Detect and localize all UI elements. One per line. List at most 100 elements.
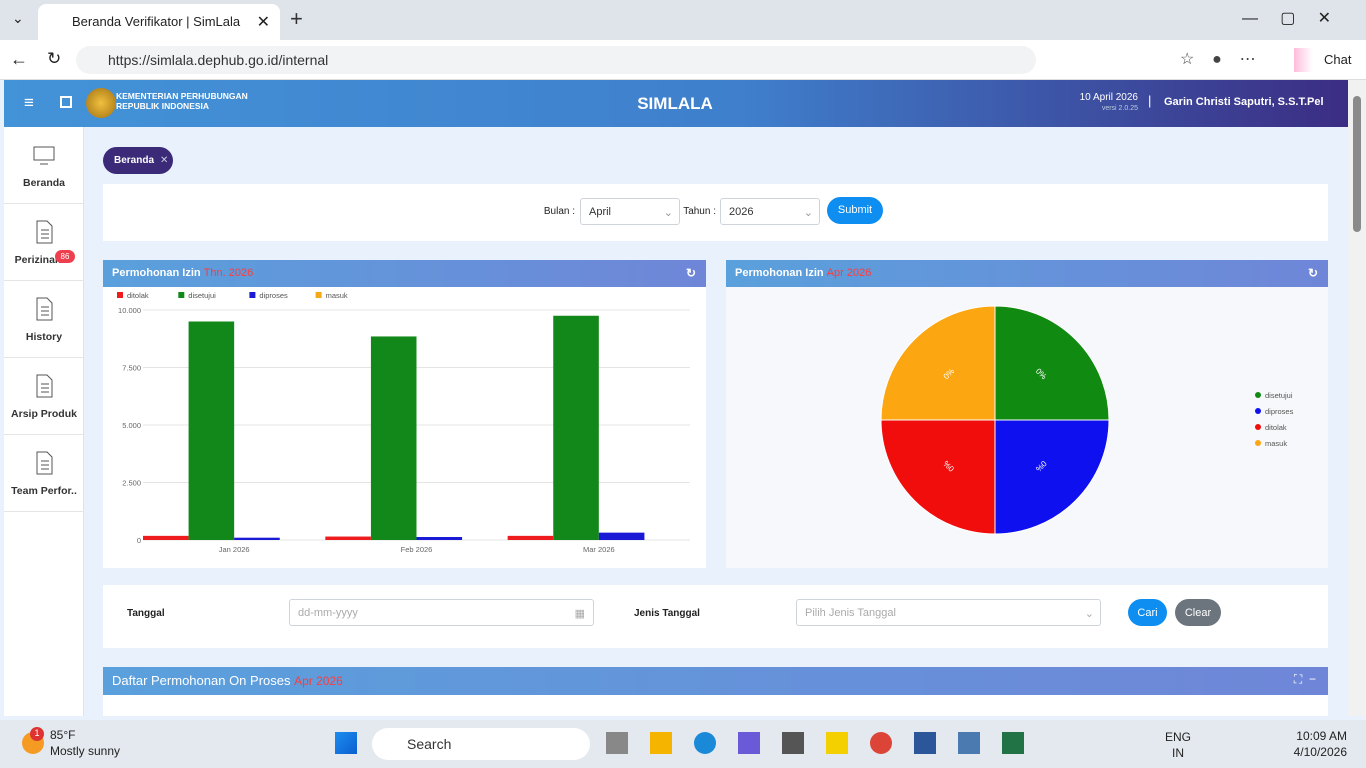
year-value: 2026 bbox=[729, 206, 754, 218]
icon bbox=[36, 451, 53, 475]
chart-title: Permohonan Izin bbox=[735, 267, 824, 279]
scroll-thumb[interactable] bbox=[1353, 96, 1361, 232]
nav-item[interactable]: Perizinan 86 bbox=[4, 204, 84, 281]
copilot[interactable]: Chat bbox=[1294, 48, 1360, 72]
weather-badge: 1 bbox=[30, 727, 44, 741]
type-select[interactable]: Pilih Jenis Tanggal ⌄ bbox=[796, 599, 1101, 626]
nav-item[interactable]: Arsip Produk bbox=[4, 358, 84, 435]
chart-title: Permohonan Izin bbox=[112, 267, 201, 279]
close[interactable]: ✕ bbox=[160, 155, 169, 166]
lang[interactable]: ENG bbox=[1165, 730, 1192, 744]
tab-list[interactable]: ⌄ bbox=[12, 10, 24, 26]
url: https://simlala.dephub.go.id/internal bbox=[108, 52, 329, 68]
bar bbox=[370, 336, 417, 540]
fullscreen[interactable] bbox=[60, 96, 72, 108]
section-period: Apr 2026 bbox=[294, 674, 343, 688]
date-input[interactable]: dd-mm-yyyy ▦ bbox=[289, 599, 594, 626]
section-controls[interactable]: ⛶ − bbox=[1293, 672, 1316, 686]
year-label: Tahun : bbox=[683, 206, 716, 217]
legend-swatch bbox=[1255, 392, 1261, 398]
window-controls[interactable]: — ▢ ✕ bbox=[1242, 10, 1331, 27]
new-tab[interactable]: + bbox=[290, 6, 303, 31]
bar-chart-card: Permohonan Izin Thn. 2026 ↻ 0 2.500 5.000 7.… bbox=[103, 260, 706, 568]
bar bbox=[416, 537, 463, 540]
nav-item[interactable]: Team Perfor.. bbox=[4, 435, 84, 512]
search-box[interactable]: Search bbox=[372, 728, 590, 760]
x-tick-label: Mar 2026 bbox=[583, 545, 615, 554]
month-select[interactable]: April ⌄ bbox=[580, 198, 680, 225]
legend-swatch bbox=[1255, 408, 1261, 414]
pie-slice bbox=[994, 419, 1110, 535]
refresh[interactable]: ↻ bbox=[1307, 266, 1318, 280]
toolbar-icons[interactable]: ☆ ● ⋯ bbox=[1180, 51, 1256, 68]
user[interactable]: Garin Christi Saputri, S.S.T.Pel bbox=[1164, 96, 1324, 108]
org: KEMENTERIAN PERHUBUNGAN REPUBLIK INDONESI… bbox=[116, 91, 248, 111]
bar bbox=[234, 537, 280, 540]
legend-swatch bbox=[117, 292, 123, 298]
date: 10 April 2026 bbox=[1079, 92, 1138, 103]
icon bbox=[33, 146, 55, 165]
pie-chart-card: Permohonan Izin Apr 2026 ↻ 0% 0% 0% 0% disetu… bbox=[726, 260, 1328, 568]
badge: 86 bbox=[55, 250, 75, 263]
legend-label: ditolak bbox=[1265, 423, 1287, 432]
bar bbox=[325, 536, 371, 540]
clear-button[interactable]: Clear bbox=[1175, 599, 1221, 626]
bar-chart: 0 2.500 5.000 7.500 10.000 Jan 2026 Feb 2026 Ma… bbox=[117, 291, 690, 554]
separator: | bbox=[1148, 93, 1152, 108]
chart-subtitle: Apr 2026 bbox=[826, 267, 872, 279]
y-tick-label: 10.000 bbox=[118, 306, 141, 315]
scrollbar[interactable] bbox=[1348, 80, 1366, 716]
nav-item[interactable]: History bbox=[4, 281, 84, 358]
placeholder: dd-mm-yyyy bbox=[298, 607, 358, 619]
y-tick-label: 2.500 bbox=[122, 479, 141, 488]
icon bbox=[36, 374, 53, 398]
date-label: Tanggal bbox=[127, 608, 165, 619]
legend-swatch bbox=[249, 292, 256, 298]
reload[interactable]: ↻ bbox=[47, 49, 62, 68]
legend-label: diproses bbox=[259, 291, 288, 300]
temperature: 85°F bbox=[50, 728, 76, 742]
tab-close[interactable]: ✕ bbox=[256, 14, 270, 31]
type-label: Jenis Tanggal bbox=[634, 608, 700, 619]
breadcrumb-tab[interactable]: Beranda ✕ bbox=[103, 147, 173, 174]
version: versi 2.0.25 bbox=[1101, 105, 1138, 112]
start[interactable] bbox=[335, 732, 357, 754]
section-title: Daftar Permohonan On Proses bbox=[112, 673, 291, 688]
back[interactable]: ← bbox=[10, 49, 28, 69]
nav-item[interactable]: Beranda bbox=[4, 127, 84, 204]
bar bbox=[143, 535, 189, 540]
placeholder: Pilih Jenis Tanggal bbox=[805, 607, 896, 619]
nav-label: Perizinan bbox=[14, 254, 62, 266]
y-tick-label: 5.000 bbox=[122, 421, 141, 430]
card-header: Permohonan Izin Thn. 2026 ↻ bbox=[103, 260, 706, 287]
taskbar: 1 85°F Mostly sunny Search ENG IN 10:09 … bbox=[0, 720, 1366, 768]
clock-time[interactable]: 10:09 AM bbox=[1296, 729, 1347, 743]
legend-swatch bbox=[1255, 424, 1261, 430]
menu-toggle[interactable]: ≡ bbox=[24, 93, 34, 112]
section-header: Daftar Permohonan On Proses Apr 2026 ⛶ − bbox=[103, 667, 1328, 695]
bar bbox=[507, 535, 554, 540]
submit-button[interactable]: Submit bbox=[827, 197, 883, 224]
legend-label: masuk bbox=[326, 291, 348, 300]
app-icons[interactable] bbox=[606, 732, 1024, 754]
refresh[interactable]: ↻ bbox=[685, 266, 696, 280]
card-header: Permohonan Izin Apr 2026 ↻ bbox=[726, 260, 1328, 287]
legend-swatch bbox=[315, 292, 322, 298]
logo bbox=[86, 88, 116, 118]
month-value: April bbox=[589, 206, 612, 218]
nav-label: Team Perfor.. bbox=[11, 485, 77, 497]
filter-card: Bulan : April ⌄ Tahun : 2026 ⌄ Submit bbox=[103, 184, 1328, 241]
legend-swatch bbox=[1255, 440, 1261, 446]
search-button[interactable]: Cari bbox=[1128, 599, 1167, 626]
search-text: Search bbox=[407, 736, 452, 752]
nav-label: Beranda bbox=[22, 177, 65, 189]
chart-subtitle: Thn. 2026 bbox=[203, 267, 254, 279]
year-select[interactable]: 2026 ⌄ bbox=[720, 198, 820, 225]
org-line: KEMENTERIAN PERHUBUNGAN bbox=[116, 91, 248, 101]
url-bar[interactable]: https://simlala.dephub.go.id/internal bbox=[76, 46, 1036, 74]
app-header: ≡ KEMENTERIAN PERHUBUNGAN REPUBLIK INDONE… bbox=[4, 80, 1348, 127]
bar bbox=[188, 321, 235, 540]
browser-tab[interactable]: Beranda Verifikator | SimLala ✕ bbox=[38, 4, 280, 40]
